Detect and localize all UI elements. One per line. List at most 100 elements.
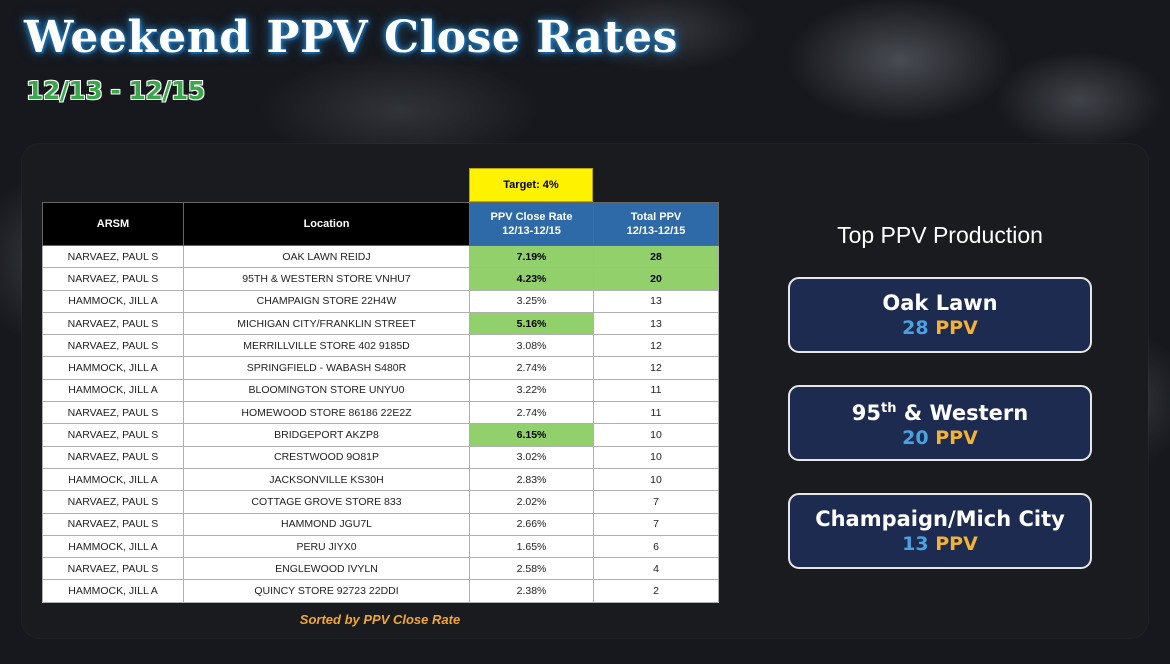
cell-arsm: NARVAEZ, PAUL S <box>42 490 184 514</box>
cell-close-rate: 2.58% <box>469 557 594 581</box>
cell-close-rate: 2.02% <box>469 490 594 514</box>
cell-arsm: HAMMOCK, JILL A <box>42 289 184 313</box>
cell-close-rate: 7.19% <box>469 244 594 269</box>
cell-close-rate: 5.16% <box>469 311 594 336</box>
top-card-2-count: 20 <box>902 427 929 449</box>
cell-arsm: HAMMOCK, JILL A <box>42 378 184 403</box>
top-card-2-name-rest: & Western <box>896 401 1029 425</box>
table-row: NARVAEZ, PAUL S HOMEWOOD STORE 86186 22E2… <box>42 401 719 425</box>
top-card-1-value: 28 PPV <box>902 316 978 340</box>
cell-location: BLOOMINGTON STORE UNYU0 <box>183 378 470 403</box>
table-row: HAMMOCK, JILL A CHAMPAIGN STORE 22H4W 3.25… <box>42 289 719 313</box>
cell-location: BRIDGEPORT AKZP8 <box>183 423 470 447</box>
table-row: NARVAEZ, PAUL S ENGLEWOOD IVYLN 2.58% 4 <box>42 557 719 581</box>
cell-arsm: NARVAEZ, PAUL S <box>42 445 184 469</box>
cell-total-ppv: 28 <box>593 244 719 269</box>
cell-arsm: HAMMOCK, JILL A <box>42 534 184 559</box>
header-close-rate-line2: 12/13-12/15 <box>502 225 561 237</box>
top-card-3-name: Champaign/Mich City <box>815 506 1065 532</box>
date-range: 12/13 - 12/15 <box>26 76 205 105</box>
table-row: NARVAEZ, PAUL S CRESTWOOD 9O81P 3.02% 10 <box>42 445 719 469</box>
header-arsm: ARSM <box>42 202 184 246</box>
cell-arsm: NARVAEZ, PAUL S <box>42 557 184 581</box>
cell-total-ppv: 7 <box>593 490 719 514</box>
cell-arsm: NARVAEZ, PAUL S <box>42 401 184 425</box>
cell-arsm: NARVAEZ, PAUL S <box>42 244 184 269</box>
cell-location: CRESTWOOD 9O81P <box>183 445 470 469</box>
header-location: Location <box>183 202 470 246</box>
top-card-3-count: 13 <box>902 533 929 555</box>
cell-total-ppv: 4 <box>593 557 719 581</box>
cell-arsm: NARVAEZ, PAUL S <box>42 512 184 536</box>
cell-arsm: NARVAEZ, PAUL S <box>42 267 184 291</box>
top-card-2: 95th & Western 20 PPV <box>788 385 1092 461</box>
cell-location: MERRILLVILLE STORE 402 9185D <box>183 334 470 358</box>
cell-location: OAK LAWN REIDJ <box>183 244 470 269</box>
cell-location: 95TH & WESTERN STORE VNHU7 <box>183 267 470 291</box>
cell-close-rate: 1.65% <box>469 534 594 559</box>
cell-total-ppv: 11 <box>593 401 719 425</box>
header-close-rate-line1: PPV Close Rate <box>490 211 573 223</box>
cell-close-rate: 3.08% <box>469 334 594 358</box>
top-production-heading: Top PPV Production <box>837 222 1043 248</box>
sort-note: Sorted by PPV Close Rate <box>299 612 461 627</box>
cell-close-rate: 6.15% <box>469 423 594 447</box>
cell-close-rate: 3.22% <box>469 378 594 403</box>
table-body: NARVAEZ, PAUL S OAK LAWN REIDJ 7.19% 28 NARV… <box>42 244 719 603</box>
table-row: HAMMOCK, JILL A JACKSONVILLE KS30H 2.83% 10 <box>42 467 719 492</box>
table-row: NARVAEZ, PAUL S OAK LAWN REIDJ 7.19% 28 <box>42 244 719 269</box>
cell-total-ppv: 11 <box>593 378 719 403</box>
header-total-ppv-line2: 12/13-12/15 <box>626 225 686 237</box>
table-row: HAMMOCK, JILL A QUINCY STORE 92723 22DDI 2… <box>42 579 719 603</box>
cell-close-rate: 3.25% <box>469 289 594 313</box>
cell-close-rate: 2.74% <box>469 356 594 380</box>
target-badge: Target: 4% <box>469 168 593 202</box>
cell-close-rate: 3.02% <box>469 445 594 469</box>
header-close-rate: PPV Close Rate 12/13-12/15 <box>469 202 594 246</box>
cell-close-rate: 2.66% <box>469 512 594 536</box>
close-rate-table: ARSM Location PPV Close Rate 12/13-12/15… <box>42 202 719 603</box>
header-total-ppv-line1: Total PPV <box>630 211 682 223</box>
cell-location: HAMMOND JGU7L <box>183 512 470 536</box>
cell-arsm: NARVAEZ, PAUL S <box>42 311 184 336</box>
table-row: HAMMOCK, JILL A BLOOMINGTON STORE UNYU0 3.… <box>42 378 719 403</box>
table-row: HAMMOCK, JILL A SPRINGFIELD - WABASH S480… <box>42 356 719 380</box>
cell-location: CHAMPAIGN STORE 22H4W <box>183 289 470 313</box>
cell-location: JACKSONVILLE KS30H <box>183 467 470 492</box>
top-card-3-value: 13 PPV <box>902 532 978 556</box>
top-card-1-count: 28 <box>902 317 929 339</box>
top-card-2-name: 95th & Western <box>852 396 1028 426</box>
cell-arsm: NARVAEZ, PAUL S <box>42 423 184 447</box>
cell-close-rate: 2.83% <box>469 467 594 492</box>
top-card-2-unit: PPV <box>935 427 978 449</box>
table-row: NARVAEZ, PAUL S MERRILLVILLE STORE 402 91… <box>42 334 719 358</box>
top-card-1-name: Oak Lawn <box>882 290 997 316</box>
cell-total-ppv: 12 <box>593 356 719 380</box>
cell-location: SPRINGFIELD - WABASH S480R <box>183 356 470 380</box>
page-title: Weekend PPV Close Rates <box>24 12 678 63</box>
top-card-3-unit: PPV <box>935 533 978 555</box>
cell-total-ppv: 10 <box>593 467 719 492</box>
cell-total-ppv: 7 <box>593 512 719 536</box>
cell-total-ppv: 20 <box>593 267 719 291</box>
top-card-2-value: 20 PPV <box>902 426 978 450</box>
header-total-ppv: Total PPV 12/13-12/15 <box>593 202 719 246</box>
cell-total-ppv: 10 <box>593 423 719 447</box>
table-row: NARVAEZ, PAUL S 95TH & WESTERN STORE VNHU… <box>42 267 719 291</box>
cell-total-ppv: 2 <box>593 579 719 603</box>
top-card-1: Oak Lawn 28 PPV <box>788 277 1092 353</box>
top-card-3: Champaign/Mich City 13 PPV <box>788 493 1092 569</box>
table-row: NARVAEZ, PAUL S COTTAGE GROVE STORE 833 2.… <box>42 490 719 514</box>
cell-total-ppv: 13 <box>593 289 719 313</box>
table-row: HAMMOCK, JILL A PERU JIYX0 1.65% 6 <box>42 534 719 559</box>
cell-location: QUINCY STORE 92723 22DDI <box>183 579 470 603</box>
cell-location: PERU JIYX0 <box>183 534 470 559</box>
cell-close-rate: 4.23% <box>469 267 594 291</box>
cell-total-ppv: 13 <box>593 311 719 336</box>
cell-arsm: HAMMOCK, JILL A <box>42 467 184 492</box>
top-card-1-name-text: Oak Lawn <box>882 291 998 315</box>
cell-total-ppv: 6 <box>593 534 719 559</box>
cell-location: HOMEWOOD STORE 86186 22E2Z <box>183 401 470 425</box>
cell-close-rate: 2.38% <box>469 579 594 603</box>
cell-total-ppv: 10 <box>593 445 719 469</box>
